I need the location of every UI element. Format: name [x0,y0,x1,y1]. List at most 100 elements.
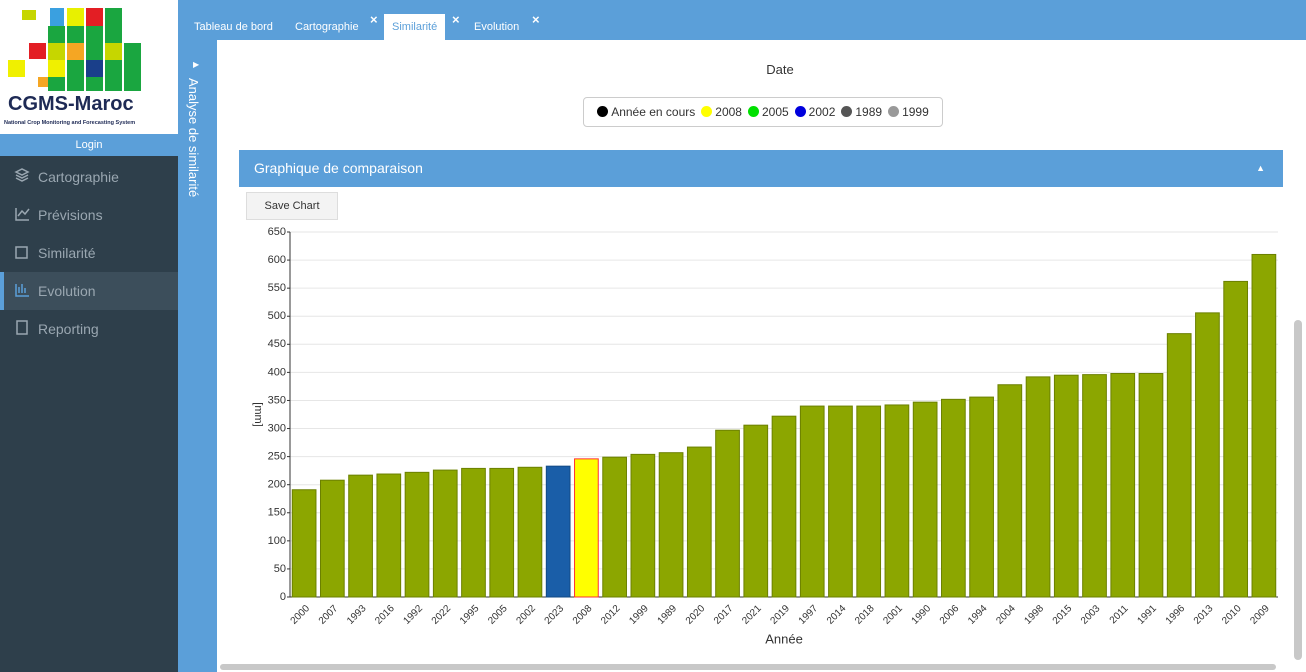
tab-close[interactable]: × [452,12,460,27]
x-tick-label: 2021 [740,603,764,627]
bar [630,453,656,598]
x-tick-label: 2012 [599,603,623,627]
tab-bar [178,0,1306,40]
bar [1025,376,1051,598]
x-tick-label: 2015 [1051,603,1075,627]
tab[interactable]: Cartographie [295,21,359,33]
x-tick-label: 2023 [543,603,567,627]
legend-swatch [794,106,806,117]
side-panel[interactable] [178,40,217,672]
bar [715,429,740,598]
y-tick-label: 300 [268,422,286,434]
bar [941,398,966,598]
x-tick-label: 2008 [571,603,595,627]
scrollbar[interactable] [220,664,1276,670]
x-tick-label: 1990 [910,603,934,627]
y-tick-label: 50 [274,563,286,575]
bar [461,467,486,598]
x-axis-label: Date [766,62,794,77]
y-tick-label: 400 [268,366,286,378]
bar [1223,280,1249,598]
bar [686,446,712,598]
bar [997,384,1023,598]
bar [348,474,373,598]
panel-header[interactable]: Graphique de comparaison ▲ [239,150,1283,187]
logo[interactable]: CGMS-Maroc National Crop Monitoring and … [0,0,178,134]
legend-label: 2008 [715,105,742,119]
legend-swatch [701,106,713,117]
y-tick-label: 200 [268,479,286,491]
legend-item[interactable]: 1989 [841,105,882,119]
menu-item[interactable]: Evolution [0,272,178,310]
x-tick-label: 1998 [1023,603,1047,627]
legend-swatch [888,106,900,117]
legend-item[interactable]: 2002 [794,105,836,119]
tab[interactable]: Evolution [474,21,520,33]
menu-item[interactable]: Similarité [38,245,96,261]
x-axis-label: Année [765,631,803,646]
bar [517,466,543,598]
bar [884,404,910,598]
legend-item[interactable]: 1999 [888,105,929,119]
x-tick-label: 1991 [1135,603,1159,627]
y-tick-label: 150 [268,507,286,519]
tab[interactable]: Tableau de bord [194,21,273,33]
x-tick-label: 2016 [373,603,397,627]
y-tick-label: 600 [268,254,286,266]
x-tick-label: 1995 [458,603,482,627]
save-button[interactable]: Save Chart [246,192,338,220]
x-tick-label: 2014 [825,603,849,627]
logo-subtitle: National Crop Monitoring and Forecasting… [4,120,135,126]
x-tick-label: 2013 [1192,603,1216,627]
legend-item[interactable]: 2008 [701,105,742,119]
bar [912,401,938,598]
y-tick-label: 500 [268,310,286,322]
legend: Année en cours 2008 2005 2002 1989 1999 [583,97,943,127]
bar [1082,374,1107,598]
legend-item[interactable]: Année en cours [597,105,695,119]
bar [828,405,853,598]
y-tick-label: 650 [268,226,286,238]
menu-icons [14,168,30,335]
x-tick-label: 1992 [402,603,426,627]
bar [404,471,430,598]
bar [743,424,769,598]
bar [319,479,345,598]
bar [1053,374,1079,598]
y-tick-label: 100 [268,535,286,547]
menu-item[interactable]: Reporting [38,321,99,337]
bar [545,465,571,598]
menu-item[interactable]: Prévisions [38,207,103,223]
tab-close[interactable]: × [532,12,540,27]
x-tick-label: 2003 [1079,603,1103,627]
login-button[interactable]: Login [0,134,178,156]
chart: 0 50 100 150 200 250 300 350 400 450 500 550 600 650 [… [252,226,1278,646]
collapse-icon[interactable]: ▲ [1256,163,1265,173]
legend-swatch [597,106,609,117]
y-tick-label: 0 [280,591,286,603]
x-tick-label: 1996 [1164,603,1188,627]
x-tick-label: 2004 [994,603,1018,627]
legend-label: 2002 [808,105,836,119]
y-tick-label: 350 [268,394,286,406]
y-tick-label: 550 [268,282,286,294]
side-panel-title[interactable]: Analyse de similarité [186,78,201,198]
logo-graphic: CGMS-Maroc National Crop Monitoring and … [4,8,141,126]
bar [856,405,882,598]
tab[interactable]: Similarité [384,14,446,40]
legend-label: 2005 [761,105,789,119]
bar [1166,333,1192,598]
x-tick-label: 2022 [430,603,454,627]
x-tick-label: 2019 [768,603,792,627]
bar [969,396,994,598]
bar [574,458,599,598]
menu-item[interactable]: Cartographie [38,169,119,185]
logo-title: CGMS-Maroc [8,93,134,115]
bar [658,452,684,598]
tab-close[interactable]: × [370,12,378,27]
x-tick-label: 2017 [712,603,736,627]
x-tick-label: 1993 [345,603,369,627]
scrollbar[interactable] [1294,320,1302,660]
legend-item[interactable]: 2005 [747,105,789,119]
